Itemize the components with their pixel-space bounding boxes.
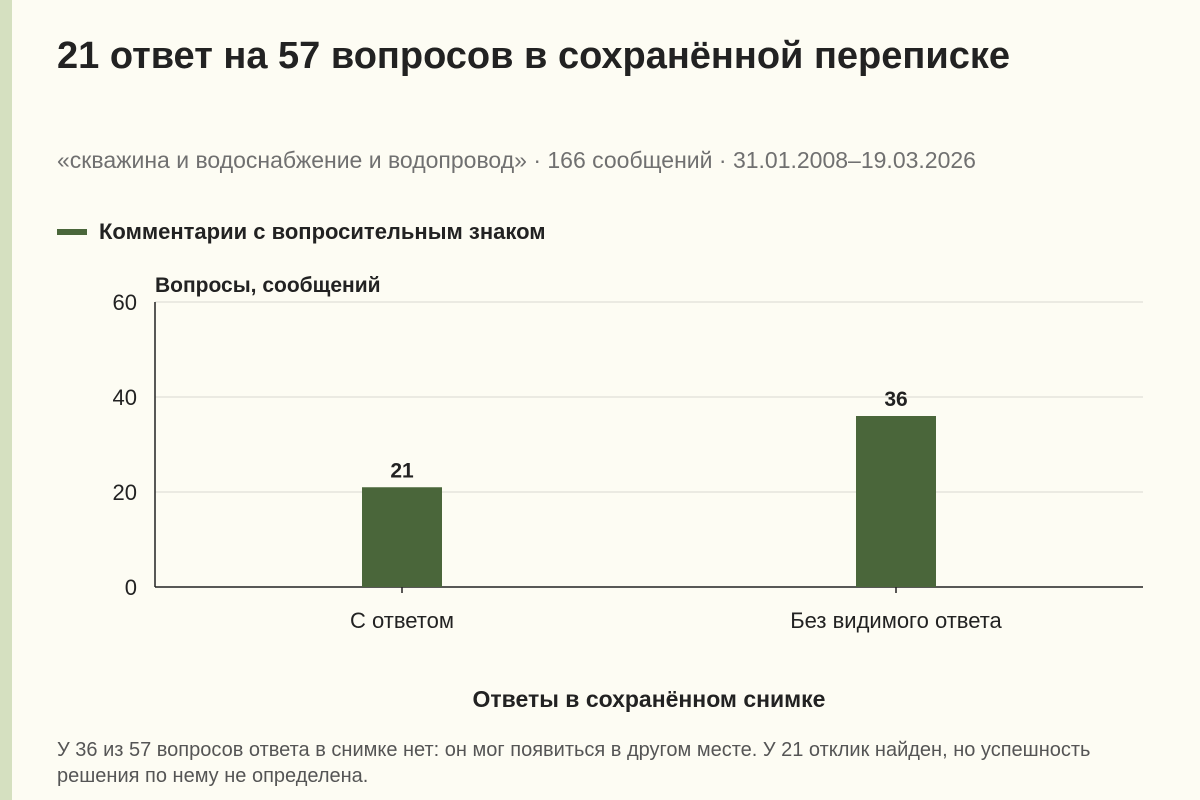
chart-subtitle: «скважина и водоснабжение и водопровод» … [57, 147, 976, 173]
bar [856, 416, 936, 587]
y-tick-label: 0 [125, 575, 137, 600]
page-title: 21 ответ на 57 вопросов в сохранённой пе… [57, 35, 1010, 77]
chart-legend: Комментарии с вопросительным знаком [57, 216, 546, 248]
footnote: У 36 из 57 вопросов ответа в снимке нет:… [57, 739, 1091, 787]
x-tick-label: Без видимого ответа [790, 608, 1002, 633]
x-tick-label: С ответом [350, 608, 454, 633]
legend-swatch [57, 229, 87, 235]
bar-value-label: 21 [390, 459, 414, 482]
bar-value-label: 36 [884, 388, 907, 411]
y-tick-label: 60 [113, 290, 137, 315]
legend-label: Комментарии с вопросительным знаком [99, 219, 546, 244]
y-tick-label: 20 [113, 480, 137, 505]
y-axis-title: Вопросы, сообщений [155, 274, 381, 297]
x-axis-title: Ответы в сохранённом снимке [472, 686, 826, 712]
left-accent-stripe [0, 0, 12, 800]
bar [362, 487, 442, 587]
y-tick-label: 40 [113, 385, 137, 410]
